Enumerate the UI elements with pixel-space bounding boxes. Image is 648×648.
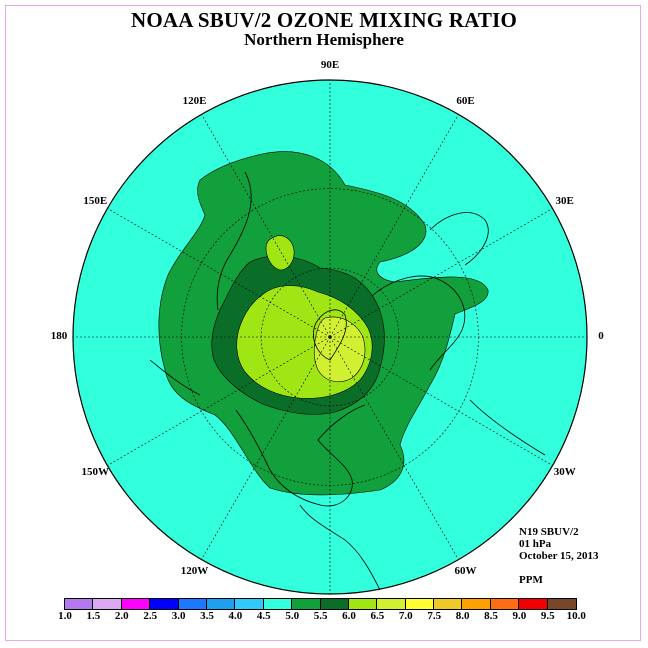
coastlines (149, 171, 546, 591)
meridian-30 (329, 208, 553, 338)
colorbar-tick-label: 10.0 (566, 610, 586, 622)
longitude-label: 180 (50, 330, 68, 342)
colorbar-tick-label: 6.5 (370, 610, 385, 622)
colorbar-tick-label: 5.5 (313, 610, 328, 622)
plot-frame (5, 5, 641, 641)
instrument-label: N19 SBUV/2 (519, 526, 579, 538)
colorbar-tick-label: 5.0 (285, 610, 300, 622)
colorbar-swatch (320, 599, 349, 609)
colorbar-swatch (235, 599, 264, 609)
info-block: N19 SBUV/2 01 hPa October 15, 2013 (519, 526, 599, 562)
map-title: NOAA SBUV/2 OZONE MIXING RATIO (131, 8, 517, 32)
colorbar-swatch (405, 599, 435, 609)
meridian--120 (201, 336, 331, 560)
colorbar-swatch (547, 599, 577, 609)
colorbar-tick-label: 8.0 (455, 610, 470, 622)
colorbar-swatch (519, 599, 548, 609)
contour-6.0-pocket (265, 235, 295, 271)
longitude-label: 0 (598, 330, 604, 342)
meridian-150 (107, 208, 331, 338)
meridian-60 (329, 114, 459, 338)
colorbar-swatch (93, 599, 122, 609)
graticule (73, 80, 587, 594)
colorbar-tick-label: 3.0 (171, 610, 186, 622)
longitude-label: 150W (81, 465, 110, 478)
colorbar-swatch (150, 599, 179, 609)
colorbar-tick-label: 1.5 (86, 610, 101, 622)
longitude-label: 30E (555, 194, 574, 207)
colorbar-swatch (65, 599, 94, 609)
map-subtitle: Northern Hemisphere (244, 30, 404, 49)
colorbar-tick-label: 6.0 (342, 610, 356, 622)
longitude-label: 120E (182, 95, 207, 108)
colorbar-swatch (377, 599, 406, 609)
colorbar (64, 598, 578, 610)
colorbar-swatch (178, 599, 207, 609)
colorbar-tick-label: 7.5 (427, 610, 442, 622)
colorbar-swatch (206, 599, 236, 609)
colorbar-tick-label: 4.5 (256, 610, 271, 622)
colorbar-swatch (462, 599, 491, 609)
contour-6.5 (313, 316, 366, 383)
longitude-label: 90E (320, 59, 340, 71)
colorbar-labels: 1.0 1.5 2.0 2.5 3.0 3.5 4.0 4.5 5.0 5.5 6.0 6.5 7.0 7… (0, 610, 648, 624)
pressure-level-label: 01 hPa (519, 538, 552, 550)
colorbar-tick-label: 2.0 (114, 610, 129, 622)
colorbar-swatch (121, 599, 151, 609)
longitude-label: 30W (553, 465, 576, 478)
colorbar-tick-label: 1.0 (58, 610, 72, 622)
colorbar-swatch (490, 599, 520, 609)
units-label: PPM (519, 574, 543, 586)
colorbar-swatch (434, 599, 463, 609)
colorbar-tick-label: 3.5 (200, 610, 214, 622)
meridian-120 (201, 114, 331, 338)
colorbar-tick-label: 4.0 (228, 610, 243, 622)
colorbar-tick-label: 7.0 (398, 610, 413, 622)
colorbar-tick-label: 8.5 (484, 610, 498, 622)
meridian--150 (107, 336, 331, 466)
meridian--60 (329, 336, 459, 560)
colorbar-tick-label: 9.5 (540, 610, 555, 622)
meridian--30 (329, 336, 553, 466)
date-label: October 15, 2013 (519, 550, 599, 562)
colorbar-swatch (292, 599, 321, 609)
colorbar-swatch (348, 599, 378, 609)
colorbar-tick-label: 9.0 (512, 610, 527, 622)
longitude-label: 120W (180, 564, 209, 577)
longitude-label: 150E (83, 194, 108, 207)
colorbar-tick-label: 2.5 (143, 610, 158, 622)
longitude-label: 60W (454, 564, 477, 577)
longitude-label: 60E (456, 95, 475, 108)
colorbar-swatch (263, 599, 293, 609)
